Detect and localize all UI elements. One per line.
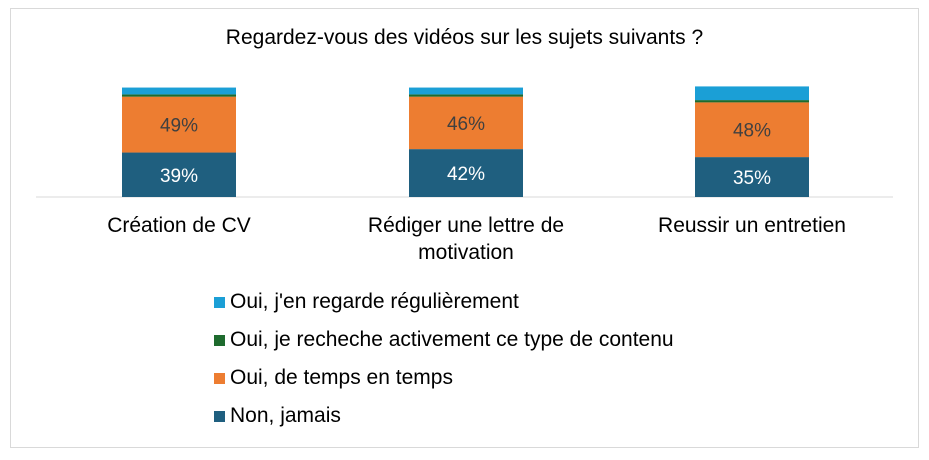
bar-segment-3-series-1 bbox=[695, 157, 809, 197]
category-label-1-line-1: Création de CV bbox=[107, 214, 251, 237]
bar-segment-3-series-2 bbox=[695, 102, 809, 158]
data-label-1-series-2: 49% bbox=[160, 116, 198, 137]
chart-title: Regardez-vous des vidéos sur les sujets … bbox=[225, 26, 704, 49]
data-label-2-series-2: 46% bbox=[447, 114, 485, 135]
bar-segment-2-series-3 bbox=[409, 94, 523, 97]
bar-segment-3-series-4 bbox=[695, 86, 809, 101]
legend-label: Oui, de temps en temps bbox=[230, 366, 453, 389]
chart-frame bbox=[10, 8, 919, 448]
legend-swatch bbox=[214, 373, 225, 384]
bar-segment-2-series-4 bbox=[409, 87, 523, 95]
legend-swatch bbox=[214, 297, 225, 308]
bar-segment-3-series-3 bbox=[695, 100, 809, 103]
legend-label: Oui, je recheche activement ce type de c… bbox=[230, 328, 674, 351]
legend-swatch bbox=[214, 411, 225, 422]
bar-segment-2-series-2 bbox=[409, 96, 523, 150]
bars-group: 39% 49% 42% 46% 35% 48% bbox=[122, 86, 809, 197]
bar-segment-1-series-2 bbox=[122, 96, 236, 153]
data-label-3-series-2: 48% bbox=[733, 121, 771, 142]
data-label-2-series-1: 42% bbox=[447, 164, 485, 185]
legend-swatch bbox=[214, 335, 225, 346]
category-labels-group: Création de CV Rédiger une lettre de motiv… bbox=[107, 214, 846, 264]
legend-label: Oui, j'en regarde régulièrement bbox=[230, 290, 519, 313]
category-label-3-line-1: Reussir un entretien bbox=[658, 214, 846, 237]
data-label-3-series-1: 35% bbox=[733, 168, 771, 189]
category-label-2-line-2: motivation bbox=[418, 241, 514, 264]
bar-segment-1-series-1 bbox=[122, 152, 236, 197]
legend-label: Non, jamais bbox=[230, 404, 341, 427]
bar-segment-2-series-1 bbox=[409, 149, 523, 197]
bar-segment-1-series-3 bbox=[122, 94, 236, 97]
bar-segment-1-series-4 bbox=[122, 87, 236, 95]
data-label-1-series-1: 39% bbox=[160, 166, 198, 187]
category-label-2-line-1: Rédiger une lettre de bbox=[368, 214, 564, 237]
